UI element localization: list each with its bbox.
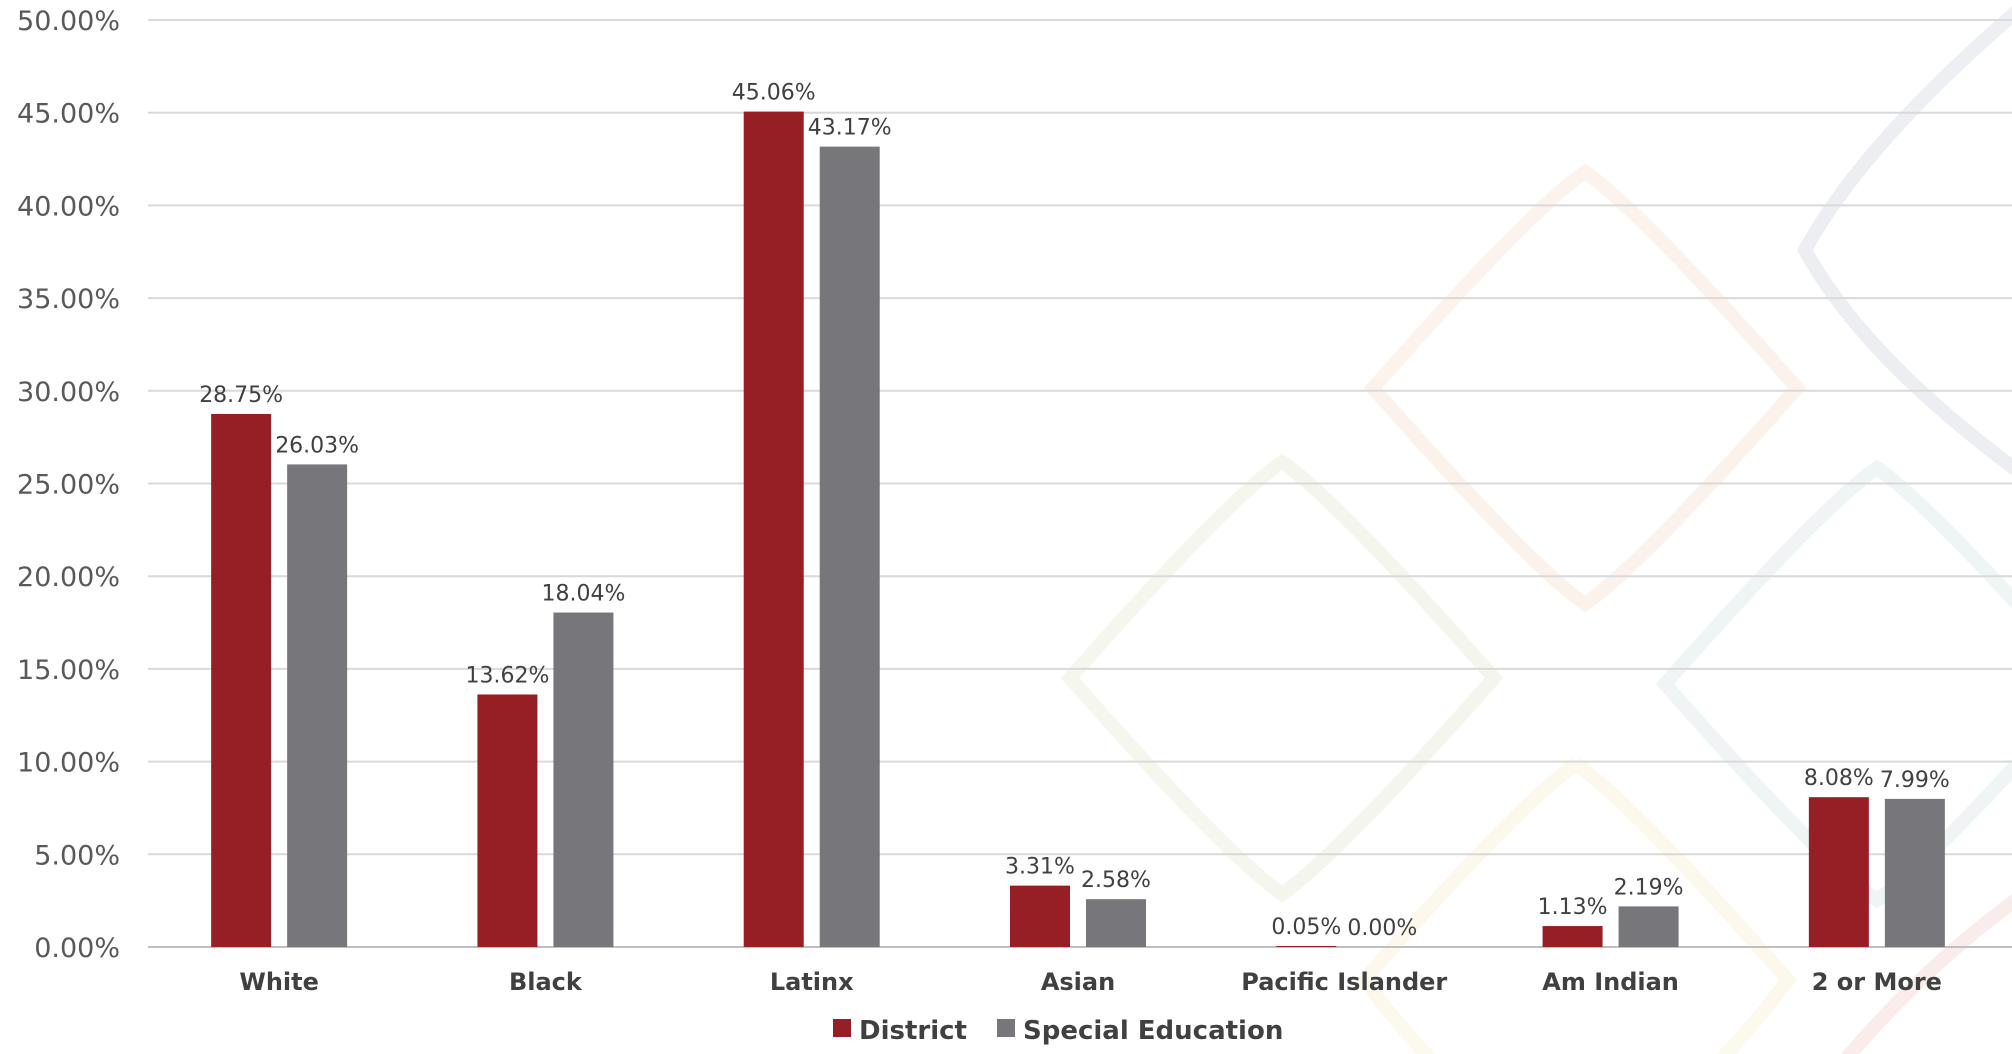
bar-district — [211, 413, 272, 948]
x-category-label: 2 or More — [1812, 968, 1942, 996]
data-label: 2.19% — [1614, 875, 1684, 900]
bar-district — [1542, 926, 1603, 947]
legend-label: Special Education — [1023, 1016, 1283, 1046]
y-tick-label: 30.00% — [17, 377, 120, 408]
data-label: 26.03% — [275, 433, 359, 458]
data-label: 18.04% — [541, 582, 625, 607]
x-axis-category-labels: White Black Latinx Asian Pacific Islander Am … — [239, 968, 1942, 996]
data-label: 2.58% — [1081, 868, 1151, 893]
watermark-diamond-red — [1840, 894, 2012, 1054]
y-tick-label: 20.00% — [17, 562, 120, 593]
bar-special-education — [819, 146, 880, 948]
y-tick-label: 15.00% — [17, 655, 120, 686]
y-tick-label: 50.00% — [17, 6, 120, 37]
y-tick-label: 45.00% — [17, 99, 120, 130]
data-label: 3.31% — [1005, 855, 1075, 880]
watermark-diamond-teal — [1655, 459, 2012, 909]
data-label: 1.13% — [1538, 895, 1608, 920]
bar-special-education — [287, 464, 348, 947]
background-watermark — [1060, 6, 2012, 1054]
data-label: 43.17% — [808, 116, 892, 141]
legend-label: District — [859, 1016, 967, 1046]
watermark-diamond-green — [1060, 453, 1504, 903]
data-label: 0.05% — [1271, 915, 1341, 940]
watermark-diamond-navy — [1797, 6, 2012, 476]
y-tick-label: 10.00% — [17, 748, 120, 779]
data-label: 13.62% — [465, 663, 549, 688]
legend-swatch — [996, 1019, 1015, 1037]
x-category-label: White — [239, 968, 319, 996]
legend-swatch — [833, 1019, 851, 1037]
y-axis-tick-labels: 0.00% 5.00% 10.00% 15.00% 20.00% 25.00% 30.00%… — [17, 6, 120, 964]
bar-special-education — [1884, 798, 1945, 947]
bar-district — [1010, 885, 1070, 947]
y-tick-label: 5.00% — [34, 840, 120, 871]
x-category-label: Latinx — [770, 968, 854, 996]
data-label: 45.06% — [732, 81, 816, 106]
legend: District Special Education — [833, 1016, 1283, 1046]
bars — [211, 111, 1945, 948]
watermark-diamond-orange — [1363, 163, 1807, 613]
gridlines — [148, 19, 2012, 948]
data-label: 0.00% — [1347, 916, 1417, 941]
y-tick-label: 25.00% — [17, 470, 120, 501]
x-category-label: Black — [509, 968, 583, 996]
x-category-label: Am Indian — [1542, 968, 1679, 996]
data-label: 8.08% — [1804, 766, 1874, 791]
watermark-diamond-yellow — [1354, 758, 1798, 1054]
bar-district — [743, 111, 804, 948]
bar-special-education — [553, 612, 614, 947]
y-tick-label: 35.00% — [17, 284, 120, 315]
data-label: 7.99% — [1880, 768, 1950, 793]
bar-special-education — [1086, 899, 1146, 947]
data-labels: 28.75% 26.03% 13.62% 18.04% 45.06% 43.17% 3.31… — [199, 81, 1950, 941]
y-tick-label: 0.00% — [34, 933, 120, 964]
bar-special-education — [1618, 906, 1679, 947]
y-tick-label: 40.00% — [17, 191, 120, 222]
data-label: 28.75% — [199, 383, 283, 408]
bar-district — [477, 694, 538, 947]
bar-district — [1808, 797, 1869, 947]
x-category-label: Pacific Islander — [1241, 968, 1447, 996]
x-category-label: Asian — [1041, 968, 1115, 996]
bar-district — [1276, 946, 1337, 947]
